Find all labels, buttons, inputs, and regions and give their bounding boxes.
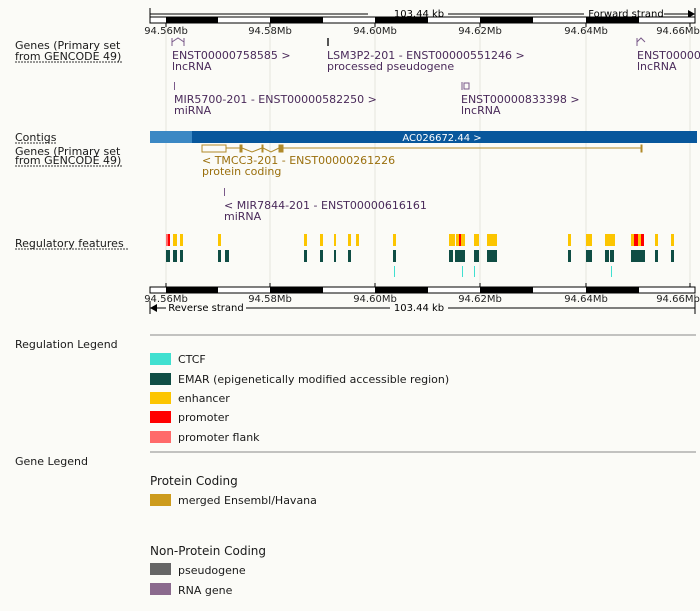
gene-label[interactable]: ENST00000758585 > — [172, 49, 291, 62]
top-ruler: 103.44 kb Forward strand 94.56Mb 94.58Mb… — [144, 8, 700, 37]
track-label-genes-reverse-line1[interactable]: Genes (Primary set — [15, 145, 121, 158]
bottom-tick-label: 94.64Mb — [564, 294, 608, 305]
legend-swatch-merged — [150, 494, 171, 506]
legend-label: merged Ensembl/Havana — [178, 494, 317, 507]
gene-biotype: lncRNA — [461, 104, 501, 117]
track-label-contigs[interactable]: Contigs — [15, 131, 57, 144]
gene-legend: Gene Legend Protein Coding merged Ensemb… — [15, 451, 696, 597]
bottom-tick-label: 94.60Mb — [353, 294, 397, 305]
gene-feature-mir5700[interactable] — [174, 82, 175, 90]
gene-biotype: lncRNA — [172, 60, 212, 73]
gene-biotype: processed pseudogene — [327, 60, 454, 73]
non-protein-coding-heading: Non-Protein Coding — [150, 544, 266, 558]
legend-swatch-promoter — [150, 411, 171, 423]
gene-label[interactable]: ENST00000 — [637, 49, 700, 62]
gene-feature-tmcc3[interactable] — [201, 144, 643, 153]
reverse-gene-track: < TMCC3-201 - ENST00000261226 protein co… — [201, 144, 643, 223]
bottom-tick-label: 94.62Mb — [458, 294, 502, 305]
reverse-strand-label: Reverse strand — [168, 303, 243, 314]
gene-feature-lsm3p2[interactable] — [327, 38, 329, 46]
protein-coding-heading: Protein Coding — [150, 474, 238, 488]
top-tick-label: 94.62Mb — [458, 26, 502, 37]
bottom-span-label: 103.44 kb — [394, 303, 444, 314]
gene-feature-enst00000833398[interactable] — [461, 82, 470, 90]
top-tick-label: 94.56Mb — [144, 26, 188, 37]
gene-label[interactable]: < MIR7844-201 - ENST00000616161 — [224, 199, 427, 212]
bottom-tick-label: 94.56Mb — [144, 294, 188, 305]
top-tick-label: 94.64Mb — [564, 26, 608, 37]
forward-strand-label: Forward strand — [588, 9, 663, 20]
regulation-legend-title: Regulation Legend — [15, 338, 118, 351]
track-label-genes-forward-line2[interactable]: from GENCODE 49) — [15, 50, 121, 63]
top-tick-label: 94.60Mb — [353, 26, 397, 37]
gene-biotype: miRNA — [174, 104, 212, 117]
bottom-ruler: 94.56Mb 94.58Mb 94.60Mb 94.62Mb 94.64Mb … — [144, 283, 700, 314]
legend-swatch-promoter-flank — [150, 431, 171, 443]
gene-biotype: lncRNA — [637, 60, 677, 73]
top-tick-label: 94.58Mb — [248, 26, 292, 37]
top-tick-label: 94.66Mb — [656, 26, 700, 37]
forward-gene-track: ENST00000758585 > lncRNA LSM3P2-201 - EN… — [171, 37, 700, 117]
gene-biotype: miRNA — [224, 210, 262, 223]
gene-label[interactable]: MIR5700-201 - ENST00000582250 > — [174, 93, 377, 106]
legend-label: enhancer — [178, 392, 230, 405]
track-label-genes-reverse-line2[interactable]: from GENCODE 49) — [15, 154, 121, 167]
legend-label: EMAR (epigenetically modified accessible… — [178, 373, 449, 386]
legend-swatch-enhancer — [150, 392, 171, 404]
bottom-tick-label: 94.58Mb — [248, 294, 292, 305]
gene-feature-enst00000-right[interactable] — [636, 37, 646, 46]
gene-label[interactable]: LSM3P2-201 - ENST00000551246 > — [327, 49, 525, 62]
track-label-regulatory[interactable]: Regulatory features — [15, 237, 124, 250]
legend-label: CTCF — [178, 353, 206, 366]
contig-label[interactable]: AC026672.44 > — [402, 133, 481, 144]
legend-label: RNA gene — [178, 584, 233, 597]
top-span-label: 103.44 kb — [394, 9, 444, 20]
gene-biotype: protein coding — [202, 165, 281, 178]
bottom-tick-label: 94.66Mb — [656, 294, 700, 305]
contig-track[interactable]: AC026672.44 > — [150, 131, 697, 144]
gene-label[interactable]: ENST00000833398 > — [461, 93, 580, 106]
legend-label: promoter flank — [178, 431, 260, 444]
legend-swatch-ctcf — [150, 353, 171, 365]
track-label-genes-forward-line1[interactable]: Genes (Primary set — [15, 39, 121, 52]
legend-swatch-rna-gene — [150, 583, 171, 595]
regulation-legend: Regulation Legend CTCF EMAR (epigenetica… — [15, 334, 696, 444]
legend-label: pseudogene — [178, 564, 246, 577]
gene-feature-enst00000758585[interactable] — [171, 37, 185, 46]
gene-label[interactable]: < TMCC3-201 - ENST00000261226 — [202, 154, 395, 167]
legend-label: promoter — [178, 411, 230, 424]
gene-legend-title: Gene Legend — [15, 455, 88, 468]
legend-swatch-pseudogene — [150, 563, 171, 575]
regulatory-features-track[interactable] — [166, 234, 674, 277]
legend-swatch-emar — [150, 373, 171, 385]
gene-feature-mir7844[interactable] — [224, 188, 225, 196]
